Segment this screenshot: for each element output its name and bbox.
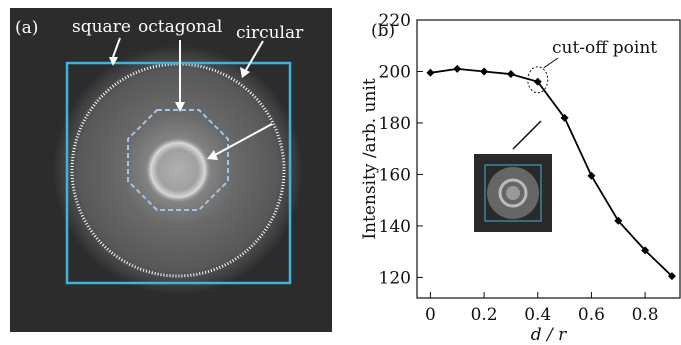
- panel-b-label: (b): [371, 21, 395, 41]
- label-square: square: [72, 17, 131, 37]
- circular-arrowhead-top: [240, 67, 250, 78]
- x-tick-label: 0.4: [524, 305, 551, 325]
- data-point: [426, 68, 435, 77]
- inset-thumbnail: [474, 120, 552, 232]
- square-arrowhead: [109, 57, 118, 66]
- square-aperture: [65, 61, 292, 285]
- y-tick-label: 140: [379, 217, 411, 237]
- data-point: [614, 216, 623, 225]
- square-arrow: [112, 37, 121, 58]
- y-axis-label: Intensity /arb. unit: [360, 78, 380, 240]
- circular-arrowhead-inner: [207, 150, 218, 160]
- y-tick-label: 220: [379, 11, 411, 31]
- chart-svg: 120 140 160 180 200 220 0 0.2 0.4 0.6 0.8 (b) cut…: [360, 11, 681, 345]
- series-line: [430, 67, 673, 277]
- central-spot: [144, 136, 212, 204]
- panel-a-label: (a): [15, 18, 38, 38]
- label-octagonal: octagonal: [138, 17, 222, 37]
- series-markers: [426, 64, 676, 281]
- inset-ring: [498, 178, 528, 208]
- inset-center: [506, 186, 520, 200]
- data-point: [453, 64, 462, 73]
- inset-square: [484, 164, 542, 222]
- circular-arrow-top: [245, 40, 264, 71]
- data-point: [641, 246, 650, 255]
- x-tick-label: 0.8: [632, 305, 659, 325]
- data-point: [587, 171, 596, 180]
- data-point: [480, 67, 489, 76]
- y-tick-label: 120: [379, 268, 411, 288]
- y-ticks: 120 140 160 180 200 220: [379, 11, 423, 288]
- data-point: [533, 77, 542, 86]
- x-tick-label: 0.2: [471, 305, 498, 325]
- cutoff-ellipse: [527, 66, 549, 94]
- data-point: [506, 70, 515, 79]
- y-tick-label: 180: [379, 114, 411, 134]
- cutoff-pointer: [543, 57, 559, 69]
- y-tick-label: 160: [379, 165, 411, 185]
- x-tick-label: 0: [425, 305, 436, 325]
- plot-frame: [416, 19, 681, 299]
- data-point: [667, 272, 676, 281]
- circular-arrow-inner: [212, 123, 273, 157]
- y-tick-label: 200: [379, 62, 411, 82]
- cutoff-label: cut-off point: [552, 38, 657, 58]
- x-ticks: 0 0.2 0.4 0.6 0.8: [425, 292, 659, 325]
- x-tick-label: 0.6: [578, 305, 605, 325]
- label-circular: circular: [236, 23, 304, 43]
- data-point: [560, 113, 569, 122]
- panel-a-image: (a) square octagonal circular: [10, 8, 332, 332]
- inset-pointer-line: [512, 120, 542, 150]
- octagonal-arrowhead: [175, 102, 185, 112]
- panel-a-svg: (a) square octagonal circular: [15, 17, 304, 295]
- x-axis-label: d / r: [531, 325, 567, 345]
- panel-b-chart: 120 140 160 180 200 220 0 0.2 0.4 0.6 0.8 (b) cut…: [360, 0, 681, 345]
- circular-aperture: [70, 62, 286, 278]
